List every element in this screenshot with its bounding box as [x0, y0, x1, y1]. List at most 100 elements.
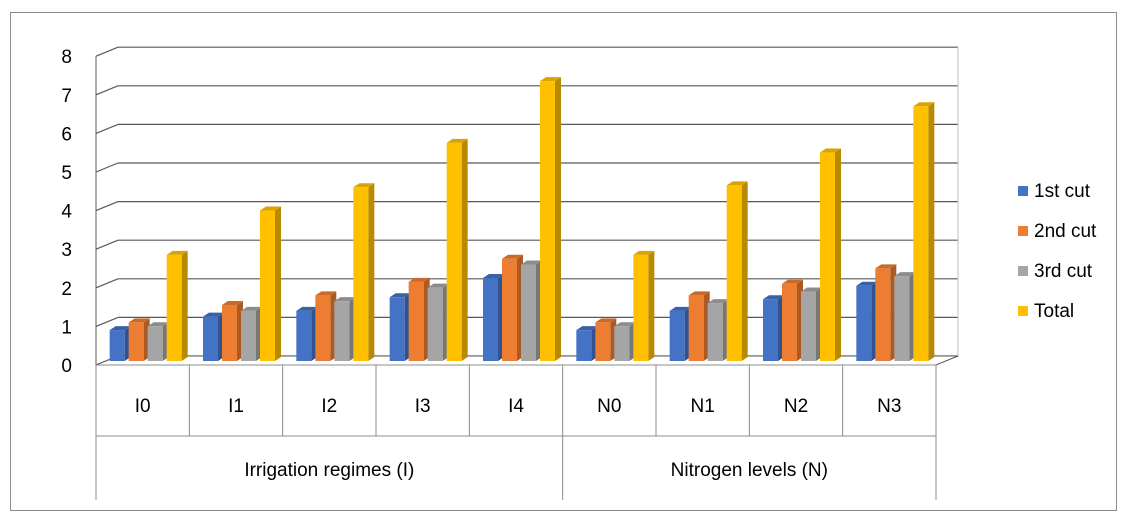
- bar: [614, 322, 636, 361]
- bar-side: [555, 77, 561, 362]
- bar-front: [166, 254, 182, 361]
- bar-top: [315, 291, 337, 296]
- bar-top: [483, 274, 504, 279]
- bar: [688, 291, 710, 361]
- bar: [595, 318, 617, 361]
- bar-top: [633, 250, 655, 255]
- category-label: I2: [321, 396, 337, 417]
- bar: [913, 102, 935, 362]
- bar-top: [128, 318, 150, 323]
- bar-front: [614, 326, 630, 361]
- bar: [820, 148, 841, 361]
- bar-front: [595, 322, 611, 361]
- legend-label: 2nd cut: [1034, 221, 1097, 242]
- bar-front: [576, 330, 592, 361]
- bar: [801, 287, 822, 361]
- bar-side: [275, 206, 281, 361]
- bar-front: [894, 276, 910, 361]
- gridline-depth: [95, 162, 119, 173]
- bar-top: [166, 250, 188, 255]
- y-tick-label: 2: [61, 279, 72, 300]
- bar-front: [521, 264, 536, 361]
- legend-swatch: [1018, 186, 1028, 196]
- bar-top: [408, 277, 430, 282]
- bar-top: [763, 295, 784, 300]
- bar-top: [820, 148, 841, 153]
- bar-front: [408, 281, 424, 361]
- bar-front: [128, 322, 144, 361]
- category-label: N0: [597, 396, 621, 417]
- bar: [128, 318, 150, 361]
- bar-front: [913, 106, 929, 362]
- bar-top: [222, 301, 243, 306]
- bar-side: [648, 250, 655, 361]
- bar-front: [688, 295, 704, 361]
- bar-front: [856, 285, 872, 361]
- bar-top: [576, 326, 598, 331]
- bar-front: [353, 187, 369, 361]
- bar: [166, 250, 188, 361]
- legend-swatch: [1018, 306, 1028, 316]
- bar-top: [726, 181, 748, 186]
- bar-side: [181, 250, 188, 361]
- bar-front: [109, 330, 125, 361]
- group-label: Irrigation regimes (I): [244, 460, 414, 481]
- bar-top: [669, 306, 691, 311]
- bar: [427, 283, 449, 361]
- bar: [540, 77, 561, 362]
- bar: [334, 297, 356, 361]
- gridline-depth: [95, 85, 119, 96]
- bar: [521, 260, 542, 361]
- bar: [669, 306, 691, 361]
- bar-side: [461, 138, 468, 361]
- bars: [109, 77, 935, 362]
- bar-front: [427, 287, 443, 361]
- gridline-depth: [95, 316, 119, 327]
- bar-top: [856, 281, 878, 286]
- bar-top: [427, 283, 449, 288]
- category-label: I4: [508, 396, 524, 417]
- bar-top: [203, 312, 224, 317]
- bar-top: [109, 326, 131, 331]
- bar: [633, 250, 655, 361]
- bar: [315, 291, 337, 361]
- gridline-depth: [95, 201, 119, 212]
- category-label: N3: [877, 396, 901, 417]
- bar-side: [368, 183, 375, 361]
- bar: [222, 301, 243, 361]
- bar-top: [260, 206, 281, 211]
- bar-front: [726, 185, 742, 361]
- bar-top: [540, 77, 561, 82]
- gridline-depth: [95, 278, 119, 289]
- bar: [446, 138, 468, 361]
- bar-front: [633, 254, 649, 361]
- bar-top: [595, 318, 617, 323]
- chart-frame: [10, 12, 1117, 511]
- bar-top: [875, 264, 897, 269]
- bar: [875, 264, 897, 361]
- bar-side: [835, 148, 841, 361]
- legend: 1st cut 2nd cut 3rd cut Total: [1018, 181, 1097, 322]
- category-label: N1: [691, 396, 715, 417]
- bar-front: [241, 310, 256, 361]
- category-label: N2: [784, 396, 808, 417]
- bar: [408, 277, 430, 361]
- bar-top: [147, 322, 169, 327]
- bar: [260, 206, 281, 361]
- legend-label: 3rd cut: [1034, 261, 1093, 282]
- bar: [576, 326, 598, 361]
- bar-top: [353, 183, 375, 188]
- bar-front: [763, 299, 778, 361]
- y-tick-label: 6: [61, 124, 72, 145]
- bar-top: [614, 322, 636, 327]
- gridline-depth: [95, 123, 119, 134]
- bar-top: [707, 299, 729, 304]
- bar-front: [296, 310, 312, 361]
- bar: [502, 254, 523, 361]
- bar: [483, 274, 504, 361]
- bar-top: [241, 306, 262, 311]
- bar: [203, 312, 224, 361]
- bar-top: [334, 297, 356, 302]
- legend-swatch: [1018, 226, 1028, 236]
- category-label: I3: [415, 396, 431, 417]
